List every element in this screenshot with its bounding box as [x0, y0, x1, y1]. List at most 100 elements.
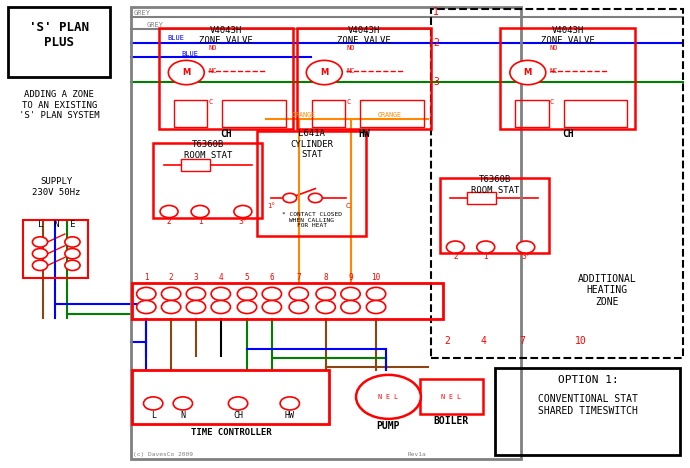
Text: 2: 2 — [433, 38, 440, 48]
Text: BLUE: BLUE — [168, 35, 185, 41]
Circle shape — [446, 241, 464, 253]
Text: NC: NC — [346, 68, 355, 74]
Bar — [495, 368, 680, 455]
Text: 10: 10 — [575, 336, 587, 346]
Text: C: C — [550, 99, 554, 104]
Text: SUPPLY
230V 50Hz: SUPPLY 230V 50Hz — [32, 177, 81, 197]
Text: 7: 7 — [297, 273, 301, 282]
Text: T6360B
ROOM STAT: T6360B ROOM STAT — [184, 140, 232, 160]
Text: C: C — [208, 99, 213, 104]
Circle shape — [137, 287, 156, 300]
Circle shape — [32, 249, 48, 259]
Circle shape — [211, 300, 230, 314]
Circle shape — [65, 260, 80, 271]
Circle shape — [510, 60, 546, 85]
Text: Rev1a: Rev1a — [408, 452, 426, 457]
Bar — [132, 283, 443, 319]
Circle shape — [137, 300, 156, 314]
Text: 1: 1 — [484, 252, 488, 261]
Text: HW: HW — [358, 129, 371, 139]
Text: 8: 8 — [324, 273, 328, 282]
Bar — [420, 379, 483, 414]
Bar — [153, 143, 262, 218]
Circle shape — [228, 397, 248, 410]
Text: 1: 1 — [198, 217, 202, 226]
Text: NO: NO — [346, 45, 355, 51]
Circle shape — [168, 60, 204, 85]
Circle shape — [356, 375, 421, 419]
Text: 3: 3 — [194, 273, 198, 282]
Text: C: C — [346, 99, 351, 104]
Text: 4: 4 — [480, 336, 486, 346]
Circle shape — [280, 397, 299, 410]
Text: T6360B
ROOM STAT: T6360B ROOM STAT — [471, 176, 519, 195]
Text: C: C — [346, 203, 351, 209]
Circle shape — [308, 193, 322, 203]
Text: CH: CH — [233, 411, 243, 420]
Circle shape — [341, 300, 360, 314]
Circle shape — [237, 287, 257, 300]
Text: L: L — [150, 411, 156, 420]
Circle shape — [32, 237, 48, 247]
Circle shape — [366, 300, 386, 314]
Text: NO: NO — [550, 45, 558, 51]
Bar — [500, 28, 635, 129]
Bar — [174, 100, 207, 127]
Bar — [131, 7, 521, 459]
Text: OPTION 1:: OPTION 1: — [558, 375, 618, 385]
Text: M: M — [320, 68, 328, 77]
Text: 2: 2 — [444, 336, 450, 346]
Circle shape — [65, 249, 80, 259]
Text: M: M — [524, 68, 532, 77]
Text: 9: 9 — [348, 273, 353, 282]
Circle shape — [161, 300, 181, 314]
Circle shape — [191, 205, 209, 218]
Text: 4: 4 — [219, 273, 223, 282]
Bar — [440, 178, 549, 253]
Bar — [23, 220, 88, 278]
Bar — [515, 100, 549, 127]
Circle shape — [32, 260, 48, 271]
Circle shape — [237, 300, 257, 314]
Circle shape — [366, 287, 386, 300]
Circle shape — [144, 397, 163, 410]
Bar — [8, 7, 110, 77]
Text: 1: 1 — [433, 7, 440, 17]
Text: 3*: 3* — [239, 217, 247, 226]
Text: * CONTACT CLOSED
WHEN CALLING
FOR HEAT: * CONTACT CLOSED WHEN CALLING FOR HEAT — [282, 212, 342, 228]
Circle shape — [211, 287, 230, 300]
Circle shape — [160, 205, 178, 218]
Text: V4043H
ZONE VALVE: V4043H ZONE VALVE — [541, 26, 595, 45]
Text: GREY: GREY — [133, 10, 150, 16]
Text: TIME CONTROLLER: TIME CONTROLLER — [191, 428, 271, 437]
Text: 2: 2 — [167, 217, 171, 226]
Text: 1°: 1° — [267, 203, 275, 209]
Text: HW: HW — [285, 411, 295, 420]
Text: 1: 1 — [144, 273, 148, 282]
Text: 3: 3 — [433, 77, 440, 87]
Text: CONVENTIONAL STAT
SHARED TIMESWITCH: CONVENTIONAL STAT SHARED TIMESWITCH — [538, 394, 638, 416]
Bar — [159, 28, 293, 129]
Text: ORANGE: ORANGE — [378, 112, 402, 118]
Text: ADDITIONAL
HEATING
ZONE: ADDITIONAL HEATING ZONE — [578, 274, 637, 307]
Bar — [312, 100, 345, 127]
Text: V4043H
ZONE VALVE: V4043H ZONE VALVE — [199, 26, 253, 45]
Bar — [360, 100, 424, 127]
Text: 3*: 3* — [522, 252, 530, 261]
Circle shape — [517, 241, 535, 253]
Text: N: N — [180, 411, 186, 420]
Circle shape — [186, 287, 206, 300]
Text: 2: 2 — [453, 252, 457, 261]
Text: L641A
CYLINDER
STAT: L641A CYLINDER STAT — [290, 129, 333, 159]
Text: 5: 5 — [245, 273, 249, 282]
Circle shape — [186, 300, 206, 314]
Circle shape — [289, 300, 308, 314]
Text: M: M — [182, 68, 190, 77]
Bar — [222, 100, 286, 127]
Text: NC: NC — [208, 68, 217, 74]
Text: CH: CH — [220, 129, 233, 139]
Bar — [257, 131, 366, 236]
Circle shape — [477, 241, 495, 253]
Circle shape — [289, 287, 308, 300]
Circle shape — [65, 237, 80, 247]
